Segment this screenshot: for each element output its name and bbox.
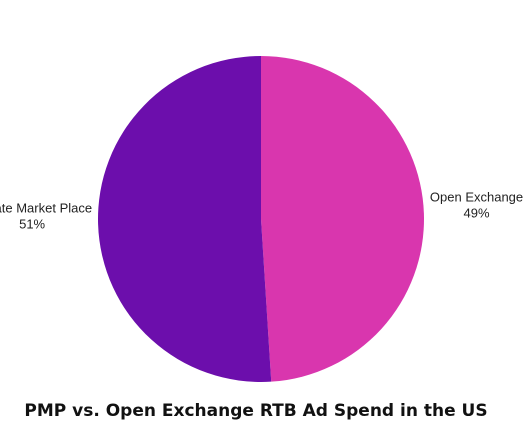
chart-title: PMP vs. Open Exchange RTB Ad Spend in th… <box>24 401 487 421</box>
pie-slice-1 <box>261 56 424 382</box>
slice-value-label-1: 49% <box>464 206 490 221</box>
pie-slices <box>97 56 424 382</box>
slice-label-2: Private Market Place <box>0 200 92 215</box>
slice-label-1: Open Exchange <box>430 190 523 205</box>
slice-value-label-2: 51% <box>19 216 45 231</box>
pie-slice-2 <box>97 56 272 382</box>
